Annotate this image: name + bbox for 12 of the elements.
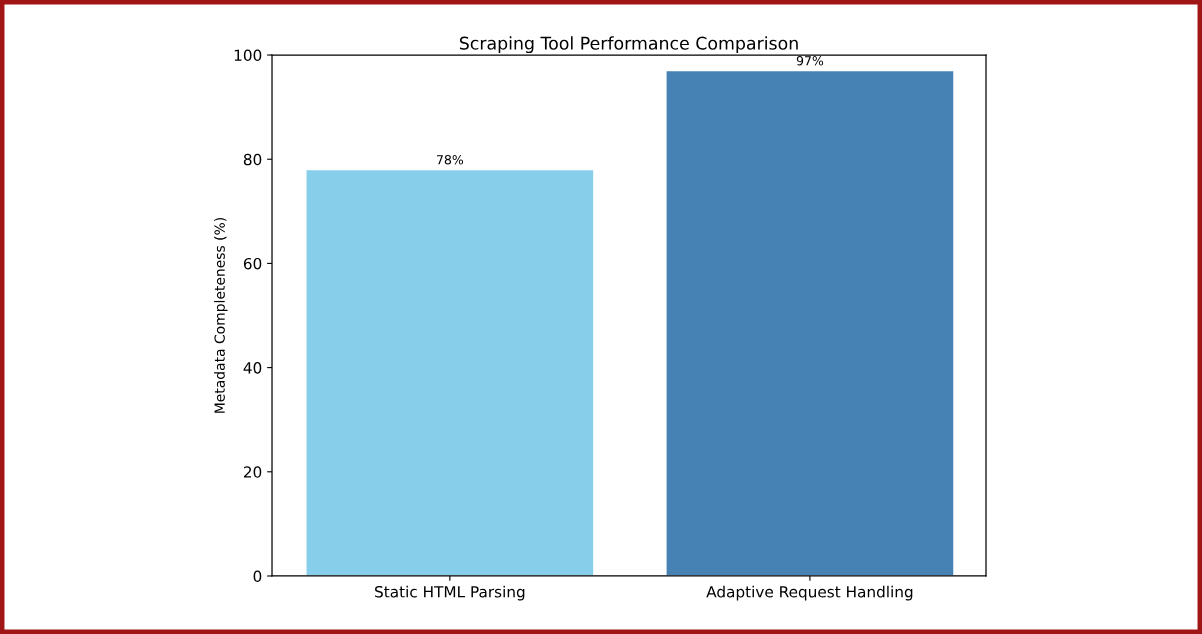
data-label: 97% xyxy=(796,56,824,66)
data-label: 78% xyxy=(437,154,464,165)
y-tick-label: 20 xyxy=(243,466,262,478)
x-tick-label: Static HTML Parsing xyxy=(375,585,525,601)
y-tick-label: 40 xyxy=(243,362,262,374)
y-tick-label: 60 xyxy=(243,257,262,270)
y-tick-label: 100 xyxy=(234,49,262,62)
chart-title: Scraping Tool Performance Comparison xyxy=(459,36,798,54)
x-tick-label: Adaptive Request Handling xyxy=(706,585,913,601)
y-axis-title: Metadata Completeness (%) xyxy=(214,218,228,413)
y-tick-label: 0 xyxy=(253,570,262,583)
y-tick-label: 80 xyxy=(243,153,262,166)
